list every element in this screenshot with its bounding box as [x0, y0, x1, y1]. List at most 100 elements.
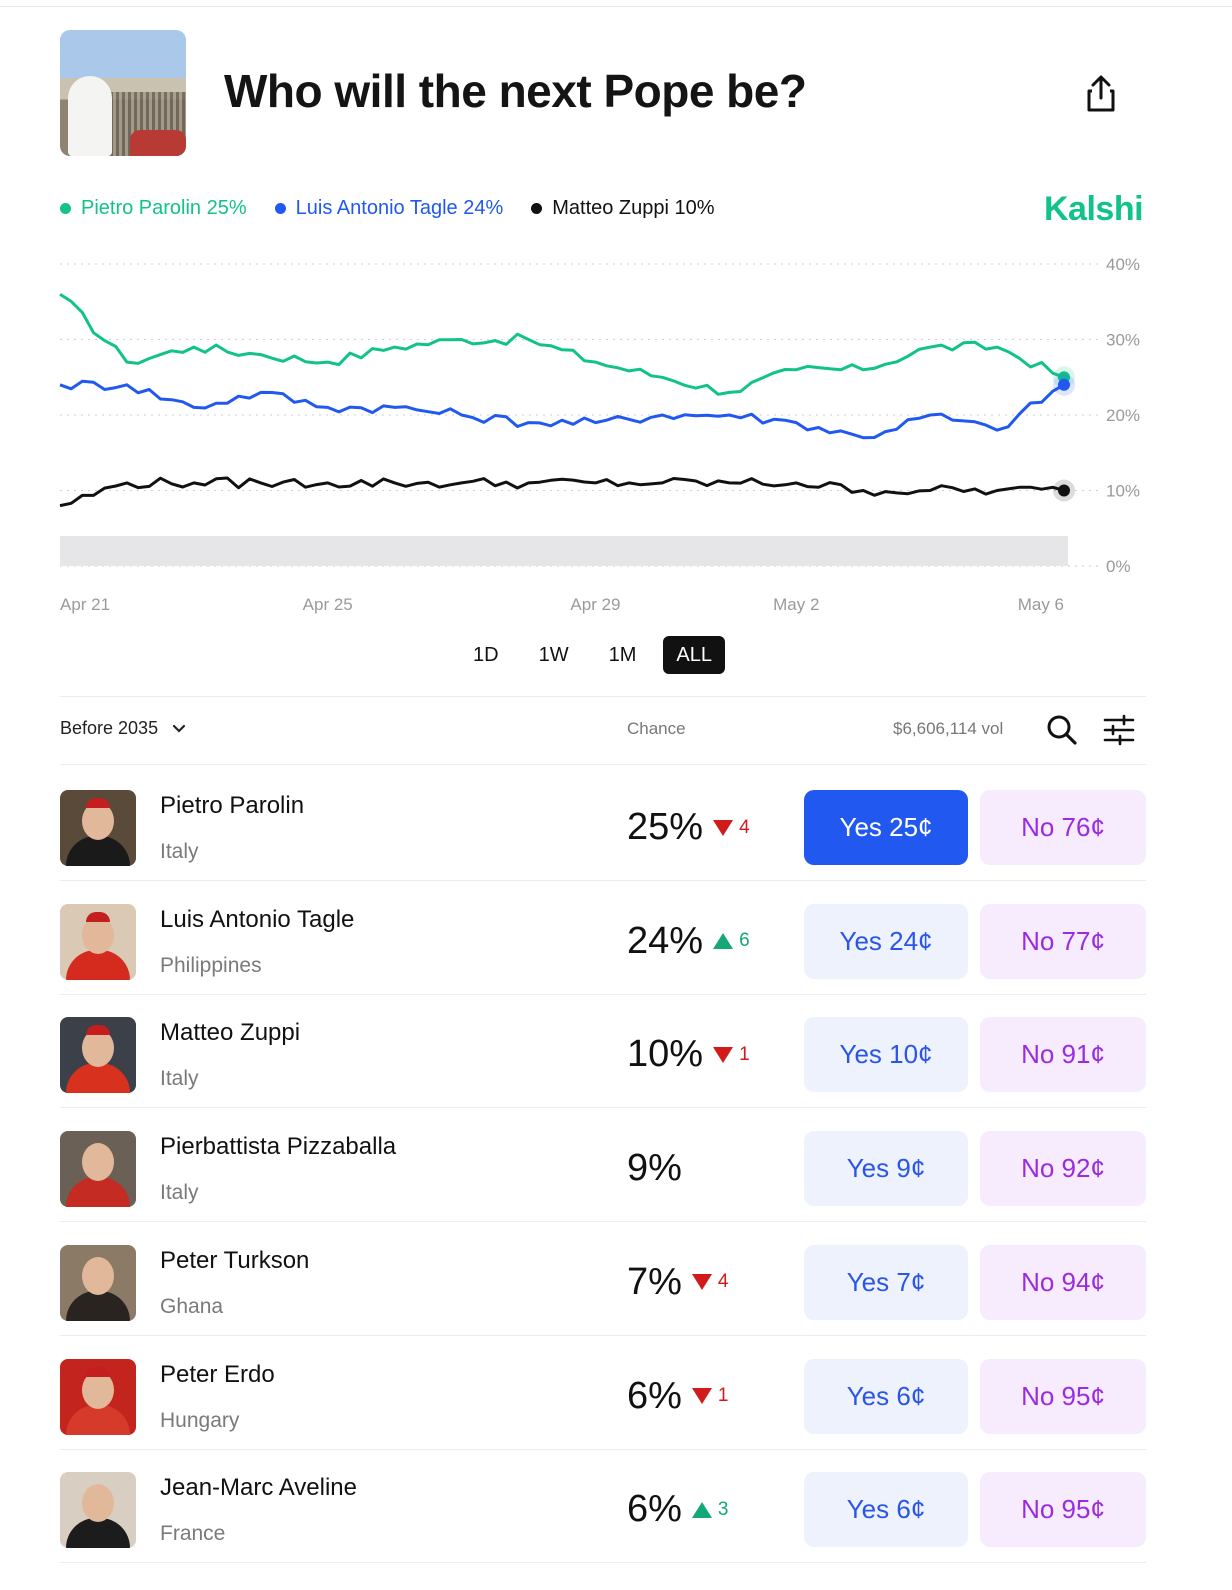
market-image-figure — [68, 76, 112, 156]
buy-no-button[interactable]: No 77¢ — [980, 903, 1146, 979]
buy-no-button[interactable]: No 94¢ — [980, 1244, 1146, 1320]
x-tick-label: Apr 25 — [303, 595, 353, 614]
outcome-row[interactable]: Luis Antonio Tagle Philippines 24% 6 Yes… — [60, 882, 1146, 995]
row-divider — [60, 1107, 1146, 1109]
candidate-country: Italy — [160, 1181, 199, 1205]
chance-value-group: 7% 4 — [627, 1261, 729, 1304]
buy-yes-button[interactable]: Yes 10¢ — [804, 1017, 968, 1093]
market-image — [60, 30, 186, 156]
candidate-avatar — [60, 790, 136, 866]
triangle-up-icon — [713, 933, 734, 950]
y-tick-label: 30% — [1106, 331, 1140, 350]
outcome-row[interactable]: Peter Turkson Ghana 7% 4 Yes 7¢ No 94¢ — [60, 1223, 1146, 1336]
candidate-name: Luis Antonio Tagle — [160, 905, 355, 933]
chance-column-header: Chance — [627, 719, 686, 738]
change-value: 6 — [739, 930, 750, 952]
volume-band — [60, 536, 1068, 566]
divider — [60, 764, 1146, 765]
buy-yes-button[interactable]: Yes 9¢ — [804, 1131, 968, 1207]
outcome-row[interactable]: Jean-Marc Aveline France 6% 3 Yes 6¢ No … — [60, 1450, 1146, 1564]
chance-value-group: 24% 6 — [627, 920, 750, 963]
search-button[interactable] — [1046, 714, 1078, 746]
candidate-avatar — [60, 1131, 136, 1208]
range-selector: 1D 1W 1M ALL — [460, 636, 725, 674]
change-indicator: 3 — [691, 1498, 729, 1521]
series-line — [59, 476, 1065, 508]
range-1m-button[interactable]: 1M — [608, 644, 637, 666]
candidate-name: Pierbattista Pizzaballa — [160, 1133, 397, 1161]
x-tick-label: May 2 — [773, 595, 819, 614]
candidate-country: Philippines — [160, 953, 262, 977]
candidate-avatar — [60, 1358, 136, 1435]
buy-no-button[interactable]: No 95¢ — [980, 1472, 1146, 1548]
candidate-avatar — [60, 1017, 136, 1094]
share-button[interactable] — [1084, 74, 1118, 114]
buy-yes-button[interactable]: Yes 7¢ — [804, 1244, 968, 1320]
range-1w-button[interactable]: 1W — [538, 644, 569, 666]
chance-value-group: 9% — [627, 1147, 682, 1190]
buy-yes-button[interactable]: Yes 25¢ — [804, 790, 968, 865]
buy-yes-button[interactable]: Yes 6¢ — [804, 1472, 968, 1548]
buy-yes-button[interactable]: Yes 24¢ — [804, 903, 968, 979]
y-tick-label: 10% — [1106, 482, 1140, 501]
candidate-avatar — [60, 1244, 136, 1321]
top-divider — [0, 6, 1232, 7]
candidate-name: Jean-Marc Aveline — [160, 1474, 357, 1502]
range-1d-button[interactable]: 1D — [473, 644, 499, 666]
x-tick-label: Apr 21 — [60, 595, 110, 614]
series-end-point — [1058, 378, 1070, 391]
date-filter-dropdown[interactable]: Before 2035 — [60, 718, 186, 739]
series-line — [59, 292, 1065, 396]
chance-value-group: 25% 4 — [627, 806, 750, 849]
triangle-down-icon — [691, 1274, 712, 1291]
buy-no-button[interactable]: No 92¢ — [980, 1131, 1146, 1207]
change-value: 4 — [739, 816, 750, 838]
legend-label: Pietro Parolin 25% — [81, 197, 247, 219]
change-indicator: 1 — [691, 1385, 729, 1407]
buy-no-button[interactable]: No 91¢ — [980, 1017, 1146, 1093]
legend-label: Matteo Zuppi 10% — [552, 197, 715, 219]
chance-value: 24% — [627, 919, 704, 962]
chance-value: 25% — [627, 806, 704, 848]
triangle-down-icon — [691, 1388, 712, 1404]
legend-item-tagle[interactable]: Luis Antonio Tagle 24% — [274, 197, 504, 220]
row-divider — [60, 993, 1146, 995]
brand-logo: Kalshi — [1044, 190, 1144, 228]
search-icon — [1047, 715, 1077, 745]
date-filter-label: Before 2035 — [60, 718, 159, 738]
outcome-row[interactable]: Pietro Parolin Italy 25% 4 Yes 25¢ No 76… — [60, 768, 1146, 881]
outcome-row[interactable]: Pierbattista Pizzaballa Italy 9% Yes 9¢ … — [60, 1109, 1146, 1223]
buy-yes-button[interactable]: Yes 6¢ — [804, 1358, 968, 1434]
y-tick-label: 40% — [1106, 255, 1140, 274]
buy-no-button[interactable]: No 95¢ — [980, 1358, 1146, 1434]
legend-item-zuppi[interactable]: Matteo Zuppi 10% — [531, 197, 715, 220]
chance-value-group: 6% 3 — [627, 1488, 729, 1531]
sliders-icon — [1103, 714, 1135, 746]
series-end-point — [1058, 484, 1070, 497]
legend-item-parolin[interactable]: Pietro Parolin 25% — [60, 197, 247, 220]
chance-value: 6% — [627, 1374, 682, 1417]
triangle-down-icon — [713, 819, 734, 836]
candidate-avatar — [60, 903, 136, 980]
range-all-button[interactable]: ALL — [663, 636, 725, 674]
row-divider — [60, 880, 1146, 881]
legend-dot — [60, 203, 71, 214]
triangle-down-icon — [713, 1046, 734, 1063]
outcome-row[interactable]: Matteo Zuppi Italy 10% 1 Yes 10¢ No 91¢ — [60, 995, 1146, 1109]
buy-no-button[interactable]: No 76¢ — [980, 790, 1146, 865]
change-indicator: 6 — [713, 930, 750, 952]
chart-legend: Pietro Parolin 25% Luis Antonio Tagle 24… — [60, 197, 715, 220]
legend-label: Luis Antonio Tagle 24% — [295, 197, 504, 219]
change-indicator: 1 — [713, 1044, 750, 1066]
row-divider — [60, 1562, 1146, 1564]
filter-settings-button[interactable] — [1102, 714, 1136, 746]
page-title: Who will the next Pope be? — [224, 65, 807, 117]
row-divider — [60, 1448, 1146, 1450]
outcome-row[interactable]: Peter Erdo Hungary 6% 1 Yes 6¢ No 95¢ — [60, 1337, 1146, 1450]
change-indicator: 4 — [713, 817, 750, 839]
chance-value: 7% — [627, 1260, 682, 1303]
chance-value: 10% — [627, 1033, 704, 1076]
chance-value-group: 10% 1 — [627, 1033, 750, 1076]
change-value: 3 — [717, 1498, 729, 1520]
volume-label: $6,606,114 vol — [893, 719, 1004, 738]
